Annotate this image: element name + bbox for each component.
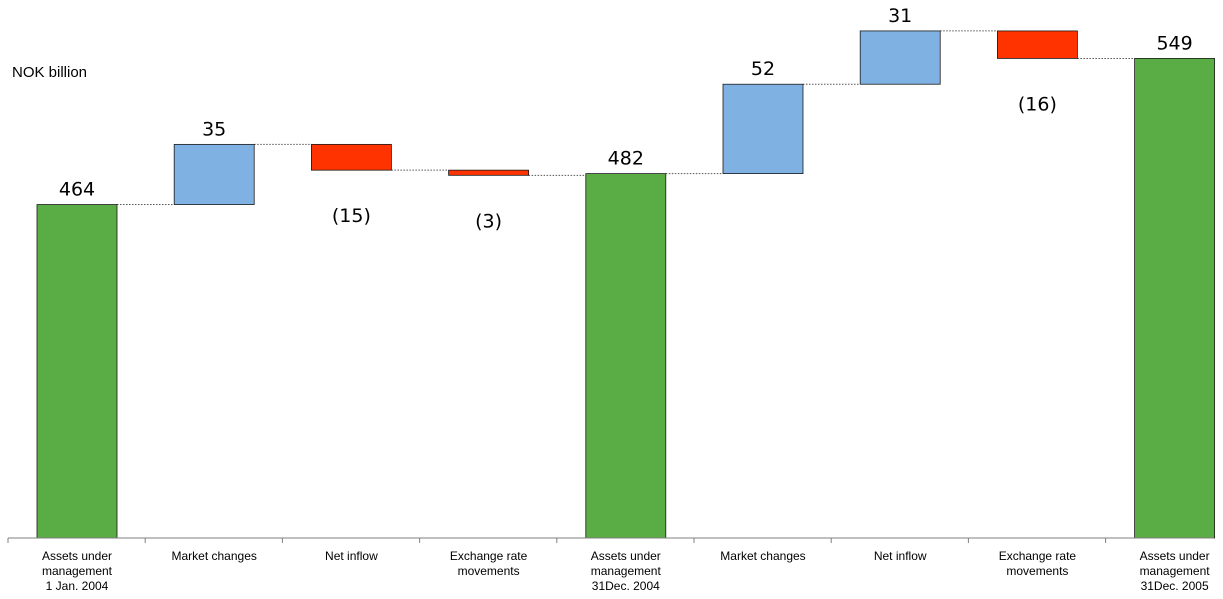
bar-2 bbox=[173, 143, 255, 205]
category-label-6: Market changes bbox=[720, 549, 805, 563]
bar-8 bbox=[997, 30, 1078, 59]
category-label-line: Market changes bbox=[172, 549, 257, 563]
category-label-line: management bbox=[591, 564, 662, 578]
category-label-line: Exchange rate bbox=[999, 549, 1077, 563]
category-label-line: management bbox=[1140, 564, 1211, 578]
category-label-1: Assets under management 1 Jan. 2004 bbox=[42, 549, 113, 593]
value-label-7: 31 bbox=[888, 5, 912, 27]
category-label-line: Market changes bbox=[720, 549, 805, 563]
category-label-8: Exchange rate movements bbox=[999, 549, 1077, 578]
category-label-line: 1 Jan. 2004 bbox=[46, 579, 109, 593]
category-label-line: Assets under bbox=[1140, 549, 1210, 563]
bar-4 bbox=[448, 169, 530, 176]
category-label-9: Assets under management 31Dec. 2005 bbox=[1140, 549, 1211, 593]
value-label-4: (3) bbox=[475, 210, 502, 232]
category-label-4: Exchange rate movements bbox=[450, 549, 528, 578]
value-label-9: 549 bbox=[1156, 32, 1192, 54]
bar-3 bbox=[310, 143, 392, 171]
x-axis-ticks bbox=[7, 538, 1107, 543]
category-label-7: Net inflow bbox=[874, 549, 927, 563]
value-label-6: 52 bbox=[751, 58, 775, 80]
value-label-1: 464 bbox=[59, 179, 95, 201]
value-label-8: (16) bbox=[1018, 93, 1057, 115]
category-label-line: Assets under bbox=[42, 549, 112, 563]
category-label-line: movements bbox=[458, 564, 520, 578]
category-label-line: management bbox=[42, 564, 113, 578]
bar-7 bbox=[859, 30, 941, 85]
bar-1 bbox=[36, 204, 118, 539]
value-label-2: 35 bbox=[202, 118, 226, 140]
category-label-line: Assets under bbox=[591, 549, 661, 563]
bar-6 bbox=[722, 83, 804, 175]
category-labels: Assets under management 1 Jan. 2004Market … bbox=[42, 549, 1210, 593]
value-label-5: 482 bbox=[608, 148, 644, 170]
category-label-line: Net inflow bbox=[874, 549, 927, 563]
category-label-2: Market changes bbox=[172, 549, 257, 563]
category-label-line: 31Dec. 2005 bbox=[1141, 579, 1209, 593]
category-label-3: Net inflow bbox=[325, 549, 378, 563]
category-label-5: Assets under management 31Dec. 2004 bbox=[591, 549, 662, 593]
value-labels: 464 35 (15) (3) 482 52 31 (16) 549 bbox=[59, 5, 1193, 232]
category-label-line: Exchange rate bbox=[450, 549, 528, 563]
bar-9 bbox=[1134, 58, 1215, 539]
connector-lines bbox=[117, 30, 1135, 206]
unit-label: NOK billion bbox=[12, 64, 88, 81]
category-label-line: Net inflow bbox=[325, 549, 378, 563]
category-label-line: movements bbox=[1006, 564, 1068, 578]
bar-5 bbox=[585, 173, 667, 539]
value-label-3: (15) bbox=[332, 205, 371, 227]
bars bbox=[36, 30, 1215, 539]
category-label-line: 31Dec. 2004 bbox=[592, 579, 660, 593]
